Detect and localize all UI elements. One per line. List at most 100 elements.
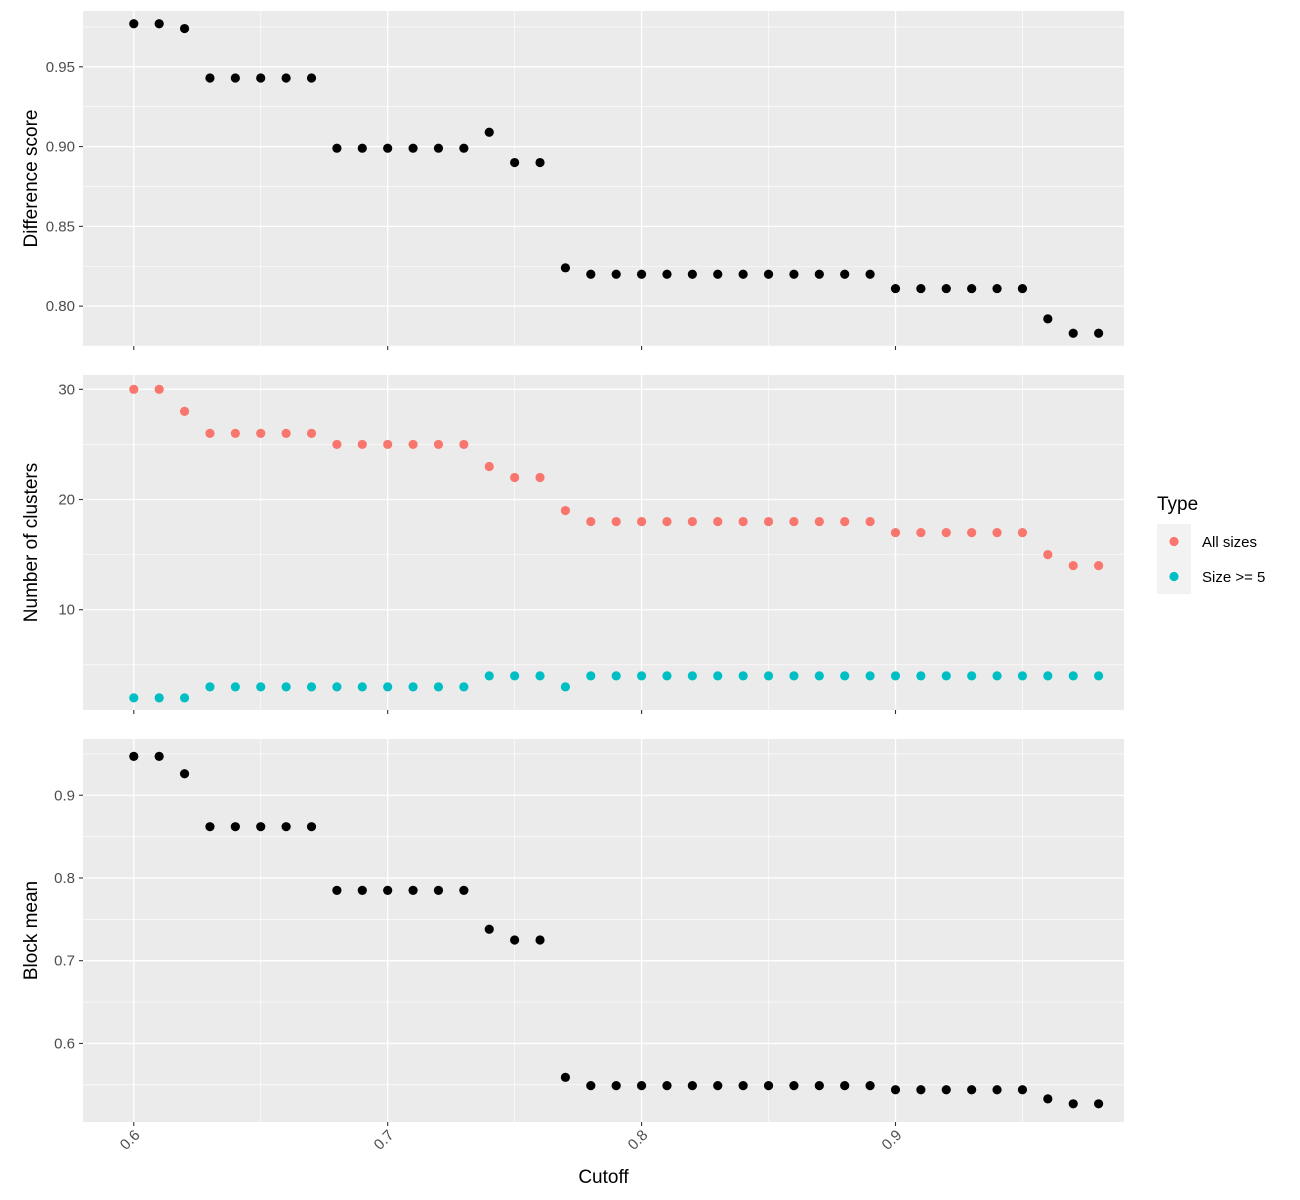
data-point [713,671,723,681]
data-point [713,269,723,279]
data-point [636,671,647,681]
y-tick-label: 0.80 [46,298,75,315]
data-point [256,822,266,832]
data-point [433,682,444,692]
data-point [484,127,494,137]
data-point [738,516,748,527]
data-point [306,428,317,439]
data-point [205,682,215,692]
data-point [560,682,571,692]
data-point [586,671,596,681]
data-point [357,682,367,692]
x-axis-title: Cutoff [578,1167,629,1188]
data-point [205,428,215,439]
data-point [662,516,672,527]
data-point [1068,671,1078,681]
data-point [662,671,672,681]
panel-background [83,375,1124,710]
data-point [256,73,266,83]
data-point [433,143,444,153]
data-point [129,751,139,761]
y-tick-label: 0.6 [54,1035,75,1052]
data-point [814,1081,824,1091]
data-point [357,143,367,153]
data-point [687,516,697,527]
data-point [738,671,748,681]
data-point [433,439,444,450]
data-point [1017,283,1028,294]
data-point [789,1081,799,1091]
y-tick-label: 0.90 [46,139,75,156]
data-point [306,73,317,83]
data-point [560,1072,571,1082]
data-point [484,461,494,472]
data-point [1043,314,1053,324]
data-point [281,682,291,692]
data-point [205,73,215,83]
data-point [332,682,342,692]
data-point [1094,561,1104,571]
data-point [154,384,164,394]
data-point [636,1081,647,1091]
data-point [1017,527,1028,538]
data-point [256,682,266,692]
y-tick-label: 0.9 [54,787,75,804]
data-point [586,1081,596,1091]
data-point [281,73,291,83]
data-point [459,439,469,450]
data-point [306,682,317,692]
data-point [992,1085,1002,1095]
data-point [129,693,139,703]
panel-background [83,739,1124,1122]
data-point [408,885,418,895]
data-point [357,885,367,895]
legend-key [1169,571,1179,582]
data-point [1017,1085,1028,1095]
data-point [840,671,850,681]
data-point [459,143,469,153]
data-point [763,671,774,681]
panel-background [83,11,1124,346]
y-tick-label: 0.8 [54,870,75,887]
data-point [535,472,545,483]
data-point [281,822,291,832]
data-point [840,1081,850,1091]
data-point [890,671,901,681]
data-point [230,73,240,83]
data-point [154,751,164,761]
data-point [179,23,190,34]
data-point [687,671,697,681]
data-point [459,885,469,895]
data-point [230,682,240,692]
data-point [916,1085,926,1095]
data-point [179,769,190,779]
data-point [179,693,190,703]
legend-label: Size >= 5 [1202,569,1265,586]
data-point [586,269,596,279]
data-point [1094,671,1104,681]
data-point [332,885,342,895]
data-point [636,516,647,527]
data-point [586,516,596,527]
data-point [916,527,926,538]
data-point [408,143,418,153]
y-axis-title: Block mean [21,881,42,980]
data-point [840,269,850,279]
data-point [890,283,901,294]
data-point [433,885,444,895]
data-point [256,428,266,439]
data-point [789,516,799,527]
data-point [941,527,951,538]
data-point [484,924,494,934]
data-point [1043,550,1053,560]
data-point [459,682,469,692]
data-point [967,671,977,681]
data-point [332,439,342,450]
data-point [560,263,571,273]
data-point [636,269,647,279]
data-point [789,671,799,681]
data-point [662,1081,672,1091]
data-point [230,428,240,439]
x-tick-label: 0.9 [879,1127,906,1154]
data-point [560,505,571,516]
